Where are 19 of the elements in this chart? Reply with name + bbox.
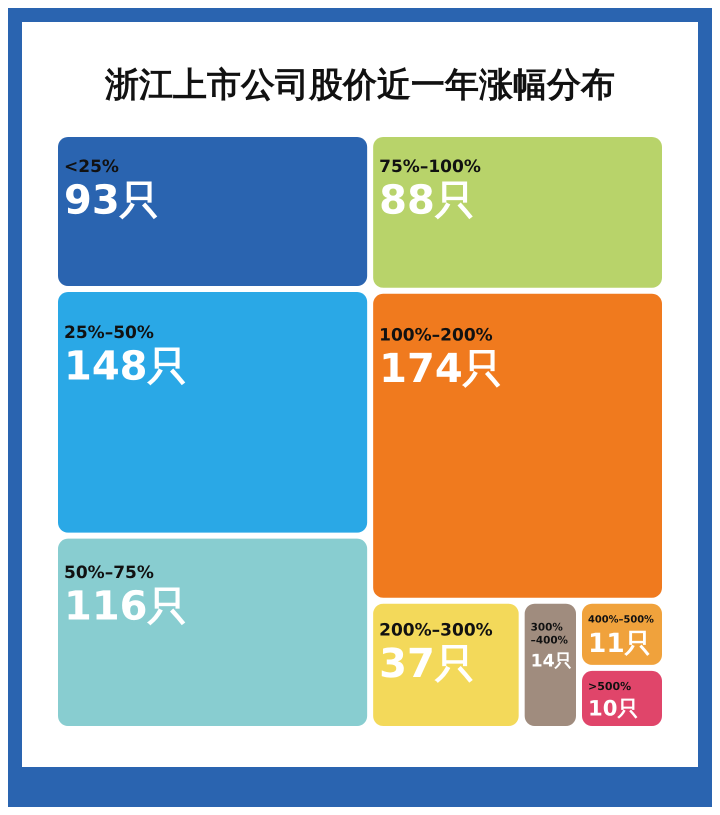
- category-label: 400%–500%: [588, 614, 654, 626]
- category-label: 300%–400%: [530, 621, 569, 647]
- data-label: 174只: [379, 346, 503, 392]
- category-label: 25%–50%: [64, 322, 154, 343]
- data-label: 93只: [64, 177, 160, 224]
- data-label: 10只: [588, 696, 638, 721]
- category-label: 50%–75%: [64, 563, 154, 584]
- text: 浙江上市公司股价近一年涨幅分布: [104, 64, 616, 107]
- data-label: 148只: [64, 343, 188, 390]
- category-label: >500%: [588, 680, 632, 693]
- data-label: 88只: [379, 177, 475, 224]
- category-label: 100%–200%: [379, 326, 493, 346]
- data-label: 14只: [530, 651, 572, 672]
- data-label: 11只: [588, 628, 651, 659]
- category-label: <25%: [64, 156, 119, 177]
- category-label: 200%–300%: [379, 620, 493, 640]
- data-label: 37只: [379, 640, 475, 687]
- data-label: 116只: [64, 584, 188, 630]
- category-label: 75%–100%: [379, 157, 481, 178]
